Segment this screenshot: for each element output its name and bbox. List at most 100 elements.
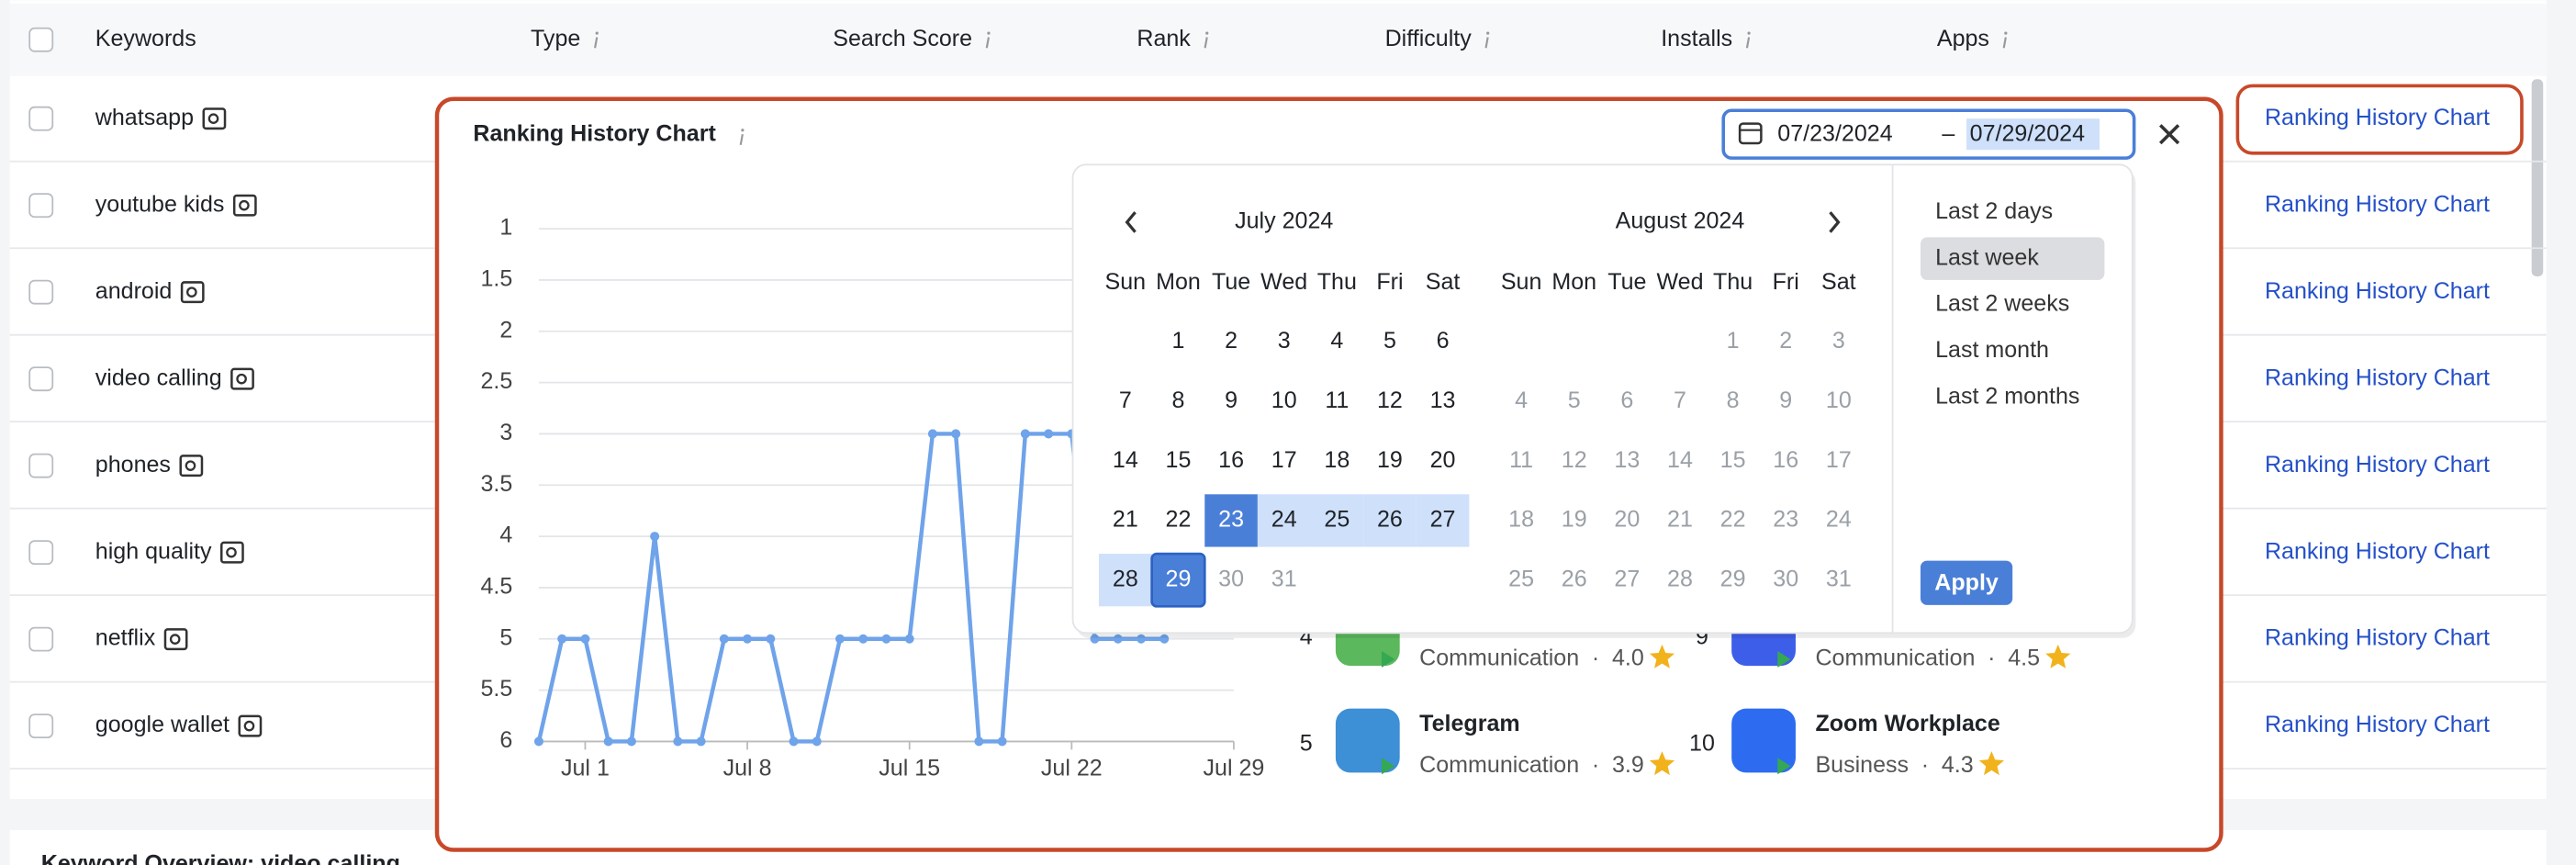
calendar-day[interactable]: 18 <box>1324 447 1350 473</box>
calendar-day[interactable]: 19 <box>1562 507 1587 533</box>
calendar-day[interactable]: 26 <box>1562 566 1587 591</box>
ranking-history-link[interactable]: Ranking History Chart <box>2265 365 2490 390</box>
calendar-day[interactable]: 25 <box>1324 507 1350 533</box>
calendar-day[interactable]: 14 <box>1113 447 1138 473</box>
preset-option[interactable]: Last 2 weeks <box>1935 291 2069 317</box>
calendar-day[interactable]: 3 <box>1832 328 1845 354</box>
calendar-day[interactable]: 1 <box>1727 328 1740 354</box>
range-highlight <box>1416 494 1470 547</box>
app-rank: 10 <box>1689 731 1715 757</box>
calendar-day[interactable]: 10 <box>1271 388 1297 413</box>
calendar-day[interactable]: 13 <box>1614 447 1640 473</box>
calendar-day[interactable]: 4 <box>1330 328 1343 354</box>
calendar-day[interactable]: 15 <box>1720 447 1746 473</box>
ranking-point <box>743 634 753 644</box>
calendar-day[interactable]: 1 <box>1171 328 1184 354</box>
calendar-day[interactable]: 28 <box>1113 566 1138 591</box>
calendar-day[interactable]: 11 <box>1509 447 1533 473</box>
calendar-day[interactable]: 20 <box>1430 447 1456 473</box>
calendar-day[interactable]: 12 <box>1562 447 1587 473</box>
calendar-day[interactable]: 4 <box>1515 388 1528 413</box>
ranking-history-link[interactable]: Ranking History Chart <box>2265 538 2490 564</box>
checkbox[interactable] <box>28 453 54 478</box>
calendar-day[interactable]: 7 <box>1674 388 1686 413</box>
ranking-history-link[interactable]: Ranking History Chart <box>2265 278 2490 304</box>
calendar-day[interactable]: 5 <box>1383 328 1396 354</box>
calendar-day[interactable]: 31 <box>1826 566 1852 591</box>
ranking-history-link[interactable]: Ranking History Chart <box>2265 712 2490 737</box>
keyword: phones <box>95 452 171 477</box>
calendar-day[interactable]: 12 <box>1377 388 1403 413</box>
calendar-day[interactable]: 26 <box>1377 507 1403 533</box>
preset-option[interactable]: Last week <box>1935 244 2039 270</box>
calendar-day[interactable]: 19 <box>1377 447 1403 473</box>
calendar-day[interactable]: 20 <box>1614 507 1640 533</box>
preset-option[interactable]: Last 2 months <box>1935 384 2079 410</box>
search-icon <box>163 628 188 651</box>
calendar-day[interactable]: 7 <box>1119 388 1132 413</box>
calendar-day[interactable]: 28 <box>1667 566 1693 591</box>
preset-option[interactable]: Last month <box>1935 337 2049 363</box>
ranking-history-link[interactable]: Ranking History Chart <box>2265 452 2490 477</box>
calendar-day[interactable]: 16 <box>1773 447 1798 473</box>
next-month[interactable] <box>1829 211 1841 233</box>
calendar-day[interactable]: 9 <box>1779 388 1792 413</box>
calendar-day[interactable]: 2 <box>1225 328 1238 354</box>
calendar-day[interactable]: 13 <box>1430 388 1456 413</box>
checkbox[interactable] <box>28 193 54 219</box>
calendar-day[interactable]: 15 <box>1166 447 1192 473</box>
calendar-day[interactable]: 25 <box>1508 566 1534 591</box>
apply-label[interactable]: Apply <box>1934 569 1999 595</box>
calendar-day[interactable]: 10 <box>1826 388 1852 413</box>
calendar-day[interactable]: 18 <box>1508 507 1534 533</box>
ranking-history-link[interactable]: Ranking History Chart <box>2265 105 2490 130</box>
checkbox[interactable] <box>28 279 54 305</box>
calendar-day[interactable]: 30 <box>1773 566 1798 591</box>
checkbox[interactable] <box>28 540 54 566</box>
app-category: Communication <box>1815 646 1975 671</box>
calendar-day[interactable]: 8 <box>1171 388 1184 413</box>
y-tick-label: 2.5 <box>481 368 513 394</box>
checkbox[interactable] <box>28 106 54 131</box>
calendar-day[interactable]: 6 <box>1620 388 1633 413</box>
calendar-day[interactable]: 8 <box>1727 388 1740 413</box>
calendar-day[interactable]: 2 <box>1779 328 1792 354</box>
calendar-day[interactable]: 21 <box>1113 507 1138 533</box>
calendar-day[interactable]: 11 <box>1325 388 1349 413</box>
ranking-history-link[interactable]: Ranking History Chart <box>2265 191 2490 217</box>
calendar-day[interactable]: 24 <box>1271 507 1297 533</box>
calendar-day[interactable]: 23 <box>1773 507 1798 533</box>
calendar-day[interactable]: 24 <box>1826 507 1852 533</box>
calendar-day[interactable]: 21 <box>1667 507 1693 533</box>
keyword: google wallet <box>95 712 230 737</box>
calendar-day[interactable]: 9 <box>1225 388 1238 413</box>
preset-option[interactable]: Last 2 days <box>1935 198 2053 224</box>
info-icon <box>1204 37 1208 49</box>
apply-button[interactable] <box>1920 560 2013 605</box>
scrollbar <box>2531 79 2544 276</box>
close-button[interactable] <box>2158 124 2180 145</box>
checkbox[interactable] <box>28 626 54 652</box>
prev-month[interactable] <box>1125 211 1137 233</box>
checkbox[interactable] <box>28 366 54 392</box>
calendar-day[interactable]: 31 <box>1271 566 1297 591</box>
calendar-day[interactable]: 29 <box>1720 566 1746 591</box>
checkbox[interactable] <box>28 713 54 739</box>
ranking-history-link[interactable]: Ranking History Chart <box>2265 625 2490 651</box>
ranking-point <box>834 634 846 644</box>
calendar-day[interactable]: 27 <box>1614 566 1640 591</box>
checkbox[interactable] <box>28 27 54 52</box>
calendar-day[interactable]: 29 <box>1166 566 1192 591</box>
calendar-day[interactable]: 16 <box>1218 447 1244 473</box>
calendar-day[interactable]: 22 <box>1720 507 1746 533</box>
calendar-day[interactable]: 14 <box>1667 447 1693 473</box>
calendar-day[interactable]: 17 <box>1271 447 1297 473</box>
calendar-day[interactable]: 30 <box>1218 566 1244 591</box>
calendar-day[interactable]: 22 <box>1166 507 1192 533</box>
calendar-day[interactable]: 17 <box>1826 447 1852 473</box>
calendar-day[interactable]: 23 <box>1218 507 1244 533</box>
calendar-day[interactable]: 3 <box>1278 328 1291 354</box>
calendar-day[interactable]: 27 <box>1430 507 1456 533</box>
calendar-day[interactable]: 5 <box>1568 388 1581 413</box>
calendar-day[interactable]: 6 <box>1437 328 1450 354</box>
